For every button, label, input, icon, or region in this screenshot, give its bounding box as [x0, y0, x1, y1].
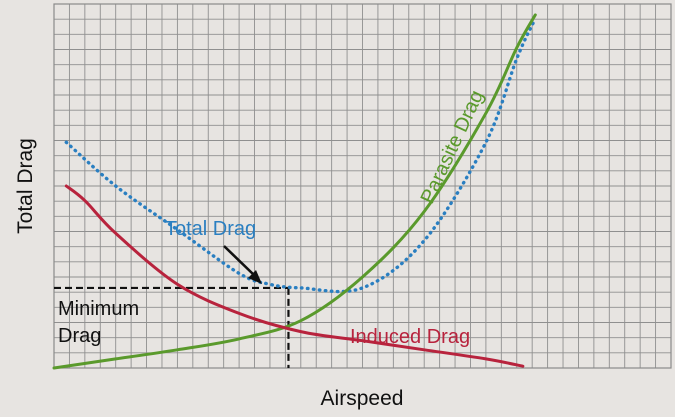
total-drag-arrow	[223, 245, 262, 284]
plot-border	[53, 3, 672, 369]
label-minimum-drag-line2: Drag	[58, 325, 101, 347]
label-induced-drag: Induced Drag	[350, 326, 470, 348]
minimum-drag-guides	[54, 286, 290, 368]
x-axis-title: Airspeed	[321, 387, 404, 410]
label-total-drag: Total Drag	[165, 218, 256, 240]
series-line-induced-drag	[64, 184, 525, 368]
series-line-parasite-drag	[52, 13, 537, 370]
label-minimum-drag-line1: Minimum	[58, 298, 139, 320]
grid	[54, 4, 671, 368]
series-line-total-drag	[64, 16, 537, 294]
y-axis-title: Total Drag	[14, 138, 37, 234]
